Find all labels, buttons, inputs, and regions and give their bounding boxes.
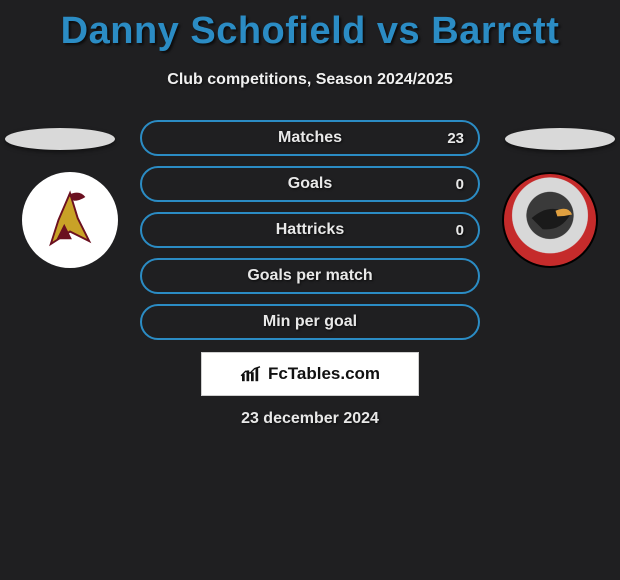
report-date: 23 december 2024 [0, 410, 620, 428]
stat-label: Goals per match [247, 267, 372, 285]
stat-label: Min per goal [263, 313, 357, 331]
stat-row-min-per-goal: Min per goal [140, 304, 480, 340]
watermark-badge: FcTables.com [201, 352, 419, 396]
club-crest-left [22, 172, 118, 268]
stat-label: Goals [288, 175, 332, 193]
stat-right-value: 0 [456, 222, 464, 239]
player-left-platform [5, 128, 115, 150]
player-right-platform [505, 128, 615, 150]
stat-label: Matches [278, 129, 342, 147]
stat-row-goals: Goals 0 [140, 166, 480, 202]
stat-row-goals-per-match: Goals per match [140, 258, 480, 294]
bar-chart-icon [240, 365, 262, 383]
club-crest-right [502, 172, 598, 268]
watermark-text: FcTables.com [268, 364, 380, 384]
stat-label: Hattricks [276, 221, 344, 239]
stats-panel: Matches 23 Goals 0 Hattricks 0 Goals per… [140, 120, 480, 350]
doncaster-crest-icon [22, 172, 118, 268]
walsall-crest-icon [504, 174, 596, 266]
stat-right-value: 0 [456, 176, 464, 193]
stat-row-matches: Matches 23 [140, 120, 480, 156]
page-title: Danny Schofield vs Barrett [0, 0, 620, 53]
stat-row-hattricks: Hattricks 0 [140, 212, 480, 248]
stat-right-value: 23 [447, 130, 464, 147]
subtitle: Club competitions, Season 2024/2025 [0, 71, 620, 89]
